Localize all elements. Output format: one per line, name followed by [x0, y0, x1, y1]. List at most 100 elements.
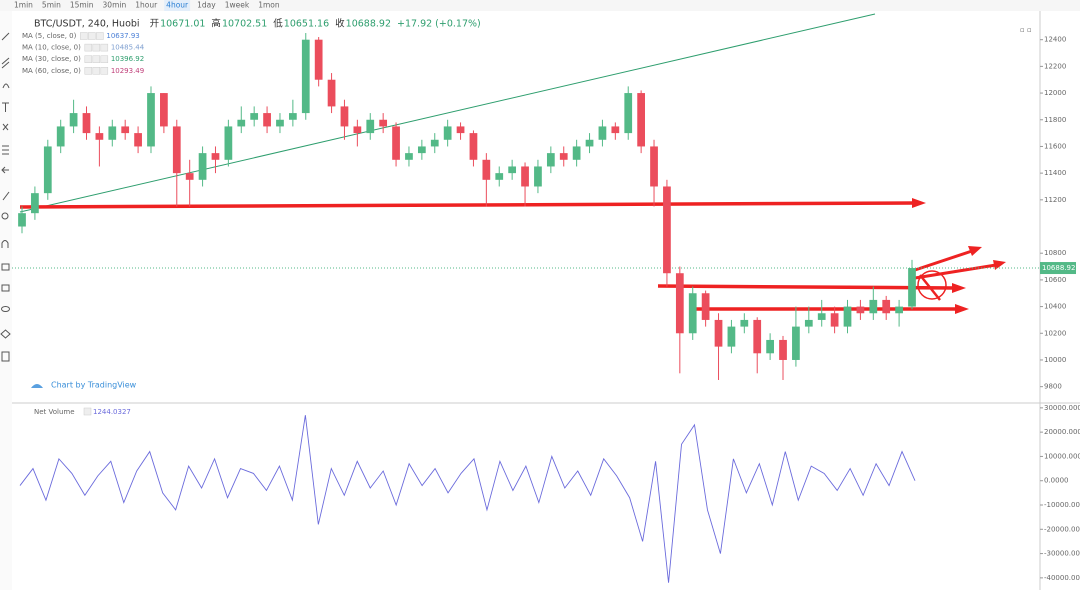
indicator-control[interactable] [84, 55, 93, 63]
candle-body [495, 173, 504, 180]
indicator-control[interactable] [92, 67, 101, 75]
symbol: BTC/USDT, 240, Huobi [34, 19, 140, 30]
arrow-head [993, 260, 1006, 270]
indicator-value: 10485.44 [111, 44, 145, 52]
tool-icon[interactable] [2, 102, 9, 112]
indicator-control[interactable] [100, 55, 109, 63]
candle-body [534, 166, 542, 187]
interval-button[interactable]: 1min [14, 1, 33, 10]
volume-title: Net Volume [34, 408, 75, 416]
candle-body [43, 146, 52, 194]
arrow-head [955, 304, 969, 314]
candle-body [18, 213, 26, 227]
watermark-logo [31, 384, 43, 388]
tool-icon[interactable] [1, 306, 10, 312]
volume-tick-label: -20000.0000 [1044, 525, 1080, 533]
indicator-label: MA (30, close, 0) [22, 55, 81, 63]
indicator-control[interactable] [84, 43, 93, 52]
price-tick-label: 10200 [1044, 329, 1066, 337]
candle-body [392, 126, 400, 160]
candle-body [353, 126, 362, 134]
arrow-line [914, 263, 997, 280]
tool-icon[interactable] [1, 57, 10, 69]
candle-body [405, 153, 413, 160]
candle-body [340, 106, 349, 127]
indicator-control[interactable] [83, 407, 92, 416]
tool-icon[interactable] [1, 284, 10, 292]
candle-body [147, 93, 155, 147]
tool-icon[interactable] [2, 123, 9, 131]
candle-body [740, 319, 749, 327]
candle-body [134, 133, 142, 147]
candle-body [95, 133, 104, 140]
watermark: Chart by TradingView [31, 381, 137, 390]
tool-icon[interactable] [2, 191, 10, 201]
volume-tick-label: 10000.0000 [1044, 452, 1080, 460]
interval-button[interactable]: 30min [103, 1, 127, 10]
volume-tick-label: 20000.0000 [1044, 428, 1080, 436]
interval-button[interactable]: 1hour [135, 1, 158, 10]
volume-tick-label: -40000.0000 [1044, 574, 1080, 582]
indicator-control[interactable] [84, 67, 93, 75]
interval-button[interactable]: 4hour [166, 1, 189, 10]
candle-body [688, 293, 697, 334]
candle-body [843, 306, 852, 327]
candle-body [701, 293, 710, 320]
tool-icon[interactable] [1, 212, 9, 220]
candle-body [753, 319, 762, 354]
volume-tick-label: 30000.0000 [1044, 404, 1080, 412]
quote-label: 收 [335, 18, 345, 30]
price-tick-label: 11400 [1044, 169, 1066, 177]
tool-icon[interactable] [0, 329, 11, 339]
tool-icon[interactable] [2, 145, 9, 155]
tool-icon[interactable] [1, 351, 10, 362]
candle-body [766, 339, 774, 354]
volume-value: 1244.0327 [93, 408, 131, 416]
candle-body [482, 159, 491, 180]
quote-value: 10651.16 [284, 19, 329, 30]
indicator-control[interactable] [88, 32, 96, 40]
top-toolbar [0, 0, 1080, 11]
highlight-circle [917, 270, 947, 300]
arrow-line [19, 201, 916, 209]
candle-body [559, 153, 568, 160]
indicator-control[interactable] [92, 43, 101, 52]
candle-body [792, 326, 800, 360]
watermark-text[interactable]: Chart by TradingView [51, 381, 137, 390]
candle-body [121, 126, 130, 134]
indicator-control[interactable] [96, 32, 104, 40]
indicator-control[interactable] [80, 32, 88, 40]
indicator-control[interactable] [92, 55, 101, 63]
tool-icon[interactable] [2, 83, 10, 89]
tool-icon[interactable] [1, 240, 9, 249]
interval-button[interactable]: 15min [70, 1, 94, 10]
candle-body [779, 339, 787, 360]
interval-button[interactable]: 1mon [258, 1, 280, 10]
arrow-head [968, 246, 982, 256]
candle-body [417, 146, 426, 154]
candle-body [211, 153, 220, 160]
candle-body [31, 193, 39, 214]
tool-icon[interactable] [1, 166, 9, 174]
candle-body [727, 326, 736, 347]
tool-icon[interactable] [1, 263, 10, 271]
pane-controls[interactable]: ▫ ▫ [1020, 26, 1032, 34]
candle-body [882, 299, 891, 314]
candle-body [379, 119, 388, 127]
left-toolbar [0, 11, 12, 590]
candle-body [263, 113, 271, 127]
interval-button[interactable]: 5min [42, 1, 61, 10]
indicator-control[interactable] [100, 43, 109, 52]
tool-icon[interactable] [1, 32, 10, 41]
candle-body [185, 173, 194, 180]
interval-button[interactable]: 1week [225, 1, 250, 10]
candle-body [869, 299, 878, 314]
interval-button[interactable]: 1day [197, 1, 216, 10]
candle-body [804, 319, 813, 327]
candle-body [598, 126, 607, 140]
candle-body [611, 126, 620, 134]
indicator-control[interactable] [100, 67, 109, 75]
candle-body [624, 93, 633, 134]
quote-value: 10702.51 [222, 19, 267, 30]
price-tick-label: 12000 [1044, 89, 1066, 97]
